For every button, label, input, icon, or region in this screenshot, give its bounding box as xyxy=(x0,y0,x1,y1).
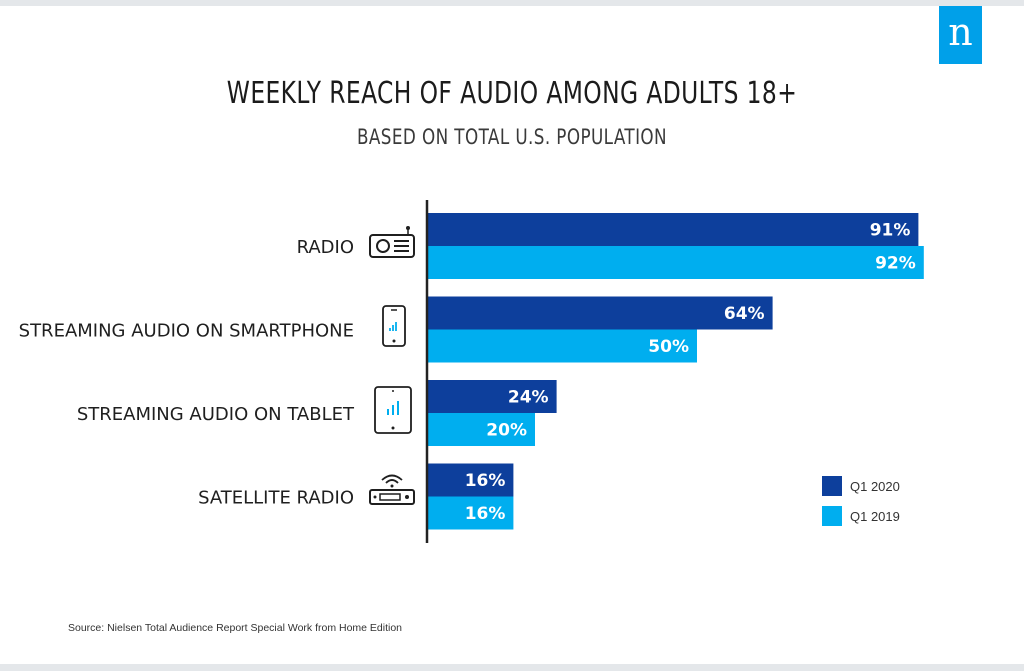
bar-q1-2020 xyxy=(427,380,557,413)
chart-title: WEEKLY REACH OF AUDIO AMONG ADULTS 18+ xyxy=(226,76,798,111)
category-label: STREAMING AUDIO ON TABLET xyxy=(77,404,355,425)
tablet-icon xyxy=(374,386,412,434)
data-label: 16% xyxy=(465,471,506,491)
data-label: 50% xyxy=(648,337,689,357)
satellite-radio-icon xyxy=(369,474,415,505)
data-label: 92% xyxy=(875,254,916,274)
legend-label: Q1 2020 xyxy=(850,479,900,494)
bar-q1-2020 xyxy=(427,463,514,497)
data-label: 64% xyxy=(724,304,765,324)
bar-q1-2019 xyxy=(427,246,924,279)
radio-icon xyxy=(369,226,415,258)
legend-swatch xyxy=(822,506,842,526)
nielsen-logo: n xyxy=(939,6,982,64)
bar-q1-2020 xyxy=(427,213,919,246)
data-label: 16% xyxy=(465,504,506,524)
legend-label: Q1 2019 xyxy=(850,509,900,524)
category-label: STREAMING AUDIO ON SMARTPHONE xyxy=(19,321,354,342)
chart-subtitle: BASED ON TOTAL U.S. POPULATION xyxy=(356,125,668,149)
source-note: Source: Nielsen Total Audience Report Sp… xyxy=(68,622,403,634)
smartphone-icon xyxy=(382,305,406,347)
bar-q1-2020 xyxy=(427,296,773,330)
data-label: 24% xyxy=(508,388,549,408)
data-label: 20% xyxy=(486,421,527,441)
data-label: 91% xyxy=(870,221,911,241)
bar-q1-2019 xyxy=(427,413,535,446)
bar-q1-2019 xyxy=(427,496,514,530)
category-label: RADIO xyxy=(297,237,354,258)
legend-swatch xyxy=(822,476,842,496)
bar-q1-2019 xyxy=(427,329,697,363)
category-label: SATELLITE RADIO xyxy=(198,488,354,509)
